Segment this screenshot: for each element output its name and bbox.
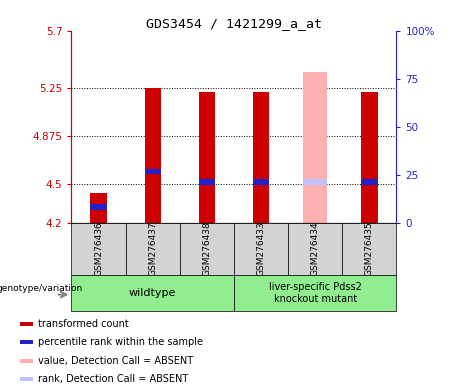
Bar	[20, 359, 33, 362]
Bar	[342, 223, 396, 275]
Text: GSM276434: GSM276434	[311, 221, 320, 276]
Text: liver-specific Pdss2
knockout mutant: liver-specific Pdss2 knockout mutant	[269, 282, 361, 304]
Bar	[361, 179, 378, 185]
Bar	[20, 377, 33, 381]
Bar	[180, 223, 234, 275]
Bar	[303, 72, 327, 223]
Text: GSM276437: GSM276437	[148, 221, 157, 276]
Bar	[199, 92, 215, 223]
Bar	[361, 92, 378, 223]
Bar	[90, 204, 106, 210]
Bar	[303, 179, 327, 185]
Text: GSM276433: GSM276433	[256, 221, 266, 276]
Title: GDS3454 / 1421299_a_at: GDS3454 / 1421299_a_at	[146, 17, 322, 30]
Text: GSM276438: GSM276438	[202, 221, 212, 276]
Bar	[90, 193, 106, 223]
Text: percentile rank within the sample: percentile rank within the sample	[38, 338, 203, 348]
Bar	[288, 223, 342, 275]
Bar	[125, 223, 180, 275]
Bar	[145, 88, 161, 223]
Bar	[253, 179, 269, 185]
Bar	[20, 322, 33, 326]
Bar	[71, 275, 234, 311]
Bar	[145, 169, 161, 174]
Text: wildtype: wildtype	[129, 288, 177, 298]
Text: transformed count: transformed count	[38, 319, 129, 329]
Bar	[234, 223, 288, 275]
Text: genotype/variation: genotype/variation	[0, 284, 83, 293]
Bar	[199, 179, 215, 185]
Bar	[253, 92, 269, 223]
Text: value, Detection Call = ABSENT: value, Detection Call = ABSENT	[38, 356, 193, 366]
Text: GSM276435: GSM276435	[365, 221, 374, 276]
Bar	[20, 340, 33, 344]
Bar	[71, 223, 125, 275]
Text: GSM276436: GSM276436	[94, 221, 103, 276]
Text: rank, Detection Call = ABSENT: rank, Detection Call = ABSENT	[38, 374, 188, 384]
Bar	[234, 275, 396, 311]
